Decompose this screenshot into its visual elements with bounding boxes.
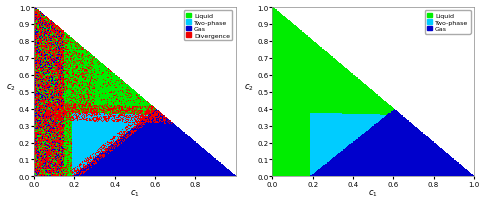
Y-axis label: $c_2$: $c_2$ bbox=[243, 82, 253, 92]
Y-axis label: $c_2$: $c_2$ bbox=[5, 82, 15, 92]
X-axis label: $c_1$: $c_1$ bbox=[367, 188, 377, 198]
Legend: Liquid, Two-phase, Gas, Divergence: Liquid, Two-phase, Gas, Divergence bbox=[183, 11, 232, 41]
X-axis label: $c_1$: $c_1$ bbox=[130, 188, 139, 198]
Legend: Liquid, Two-phase, Gas: Liquid, Two-phase, Gas bbox=[424, 11, 470, 34]
